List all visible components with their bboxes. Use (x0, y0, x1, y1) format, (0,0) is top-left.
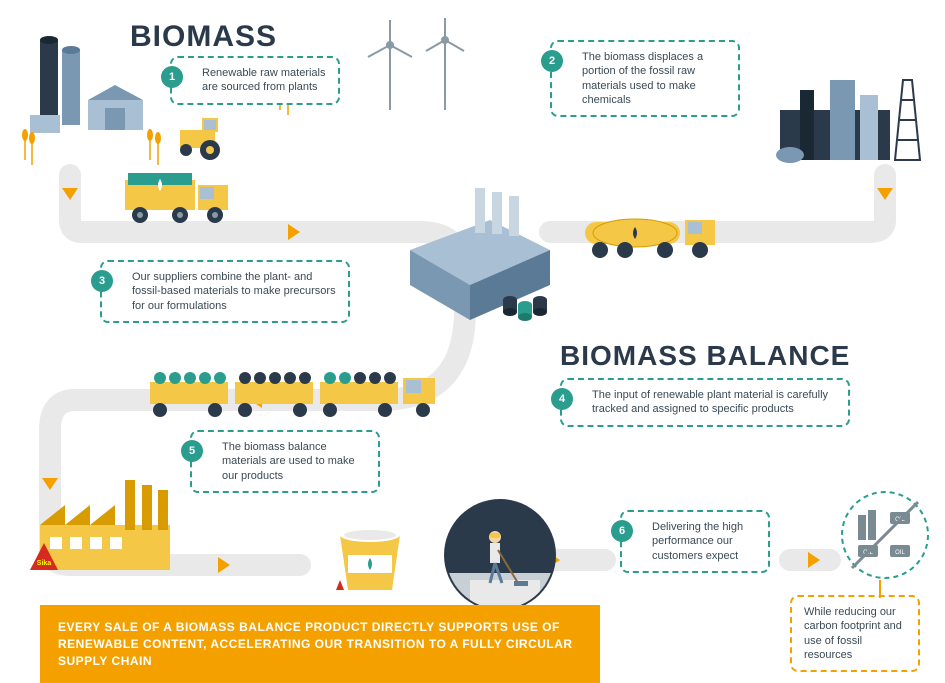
infographic-canvas: BIOMASS BIOMASS BALANCE (0, 0, 945, 668)
callout-step-3: 3 Our suppliers combine the plant- and f… (100, 260, 350, 323)
sika-factory-icon: Sika (30, 475, 190, 585)
svg-text:Sika: Sika (37, 560, 52, 567)
step-number: 5 (181, 440, 203, 462)
callout-step-6: 6 Delivering the high performance our cu… (620, 510, 770, 573)
callout-step-2: 2 The biomass displaces a portion of the… (550, 40, 740, 117)
step-text: Our suppliers combine the plant- and fos… (132, 271, 336, 312)
step-number: 3 (91, 270, 113, 292)
summary-banner: EVERY SALE OF A BIOMASS BALANCE PRODUCT … (40, 605, 600, 683)
callout-step-4: 4 The input of renewable plant material … (560, 378, 850, 427)
svg-text:OIL: OIL (895, 550, 905, 556)
step-number: 4 (551, 388, 573, 410)
fossil-reduction-icon: OIL OIL OIL (840, 490, 935, 585)
tanker-truck-icon (580, 200, 760, 270)
biomass-truck-icon (120, 165, 270, 235)
step-text: Renewable raw materials are sourced from… (202, 67, 326, 93)
callout-step-5: 5 The biomass balance materials are used… (190, 430, 380, 493)
step-text: Delivering the high performance our cust… (652, 521, 743, 562)
connector-line (860, 580, 900, 610)
product-bucket-icon (330, 520, 410, 600)
callout-step-1: 1 Renewable raw materials are sourced fr… (170, 56, 340, 105)
step-text: The biomass displaces a portion of the f… (582, 51, 703, 106)
step-number: 6 (611, 520, 633, 542)
title-biomass-balance: BIOMASS BALANCE (560, 340, 850, 372)
application-scene-icon (440, 495, 560, 615)
step-text: The biomass balance materials are used t… (222, 441, 355, 482)
step-text: The input of renewable plant material is… (592, 389, 828, 415)
barrel-truck-icon (145, 360, 455, 430)
supplier-plant-icon (380, 170, 580, 335)
step-number: 2 (541, 50, 563, 72)
refinery-icon (770, 60, 930, 180)
step-number: 1 (161, 66, 183, 88)
step-text: While reducing our carbon footprint and … (804, 606, 902, 661)
wind-turbine-icon (360, 15, 500, 135)
callout-step-7: While reducing our carbon footprint and … (790, 595, 920, 672)
